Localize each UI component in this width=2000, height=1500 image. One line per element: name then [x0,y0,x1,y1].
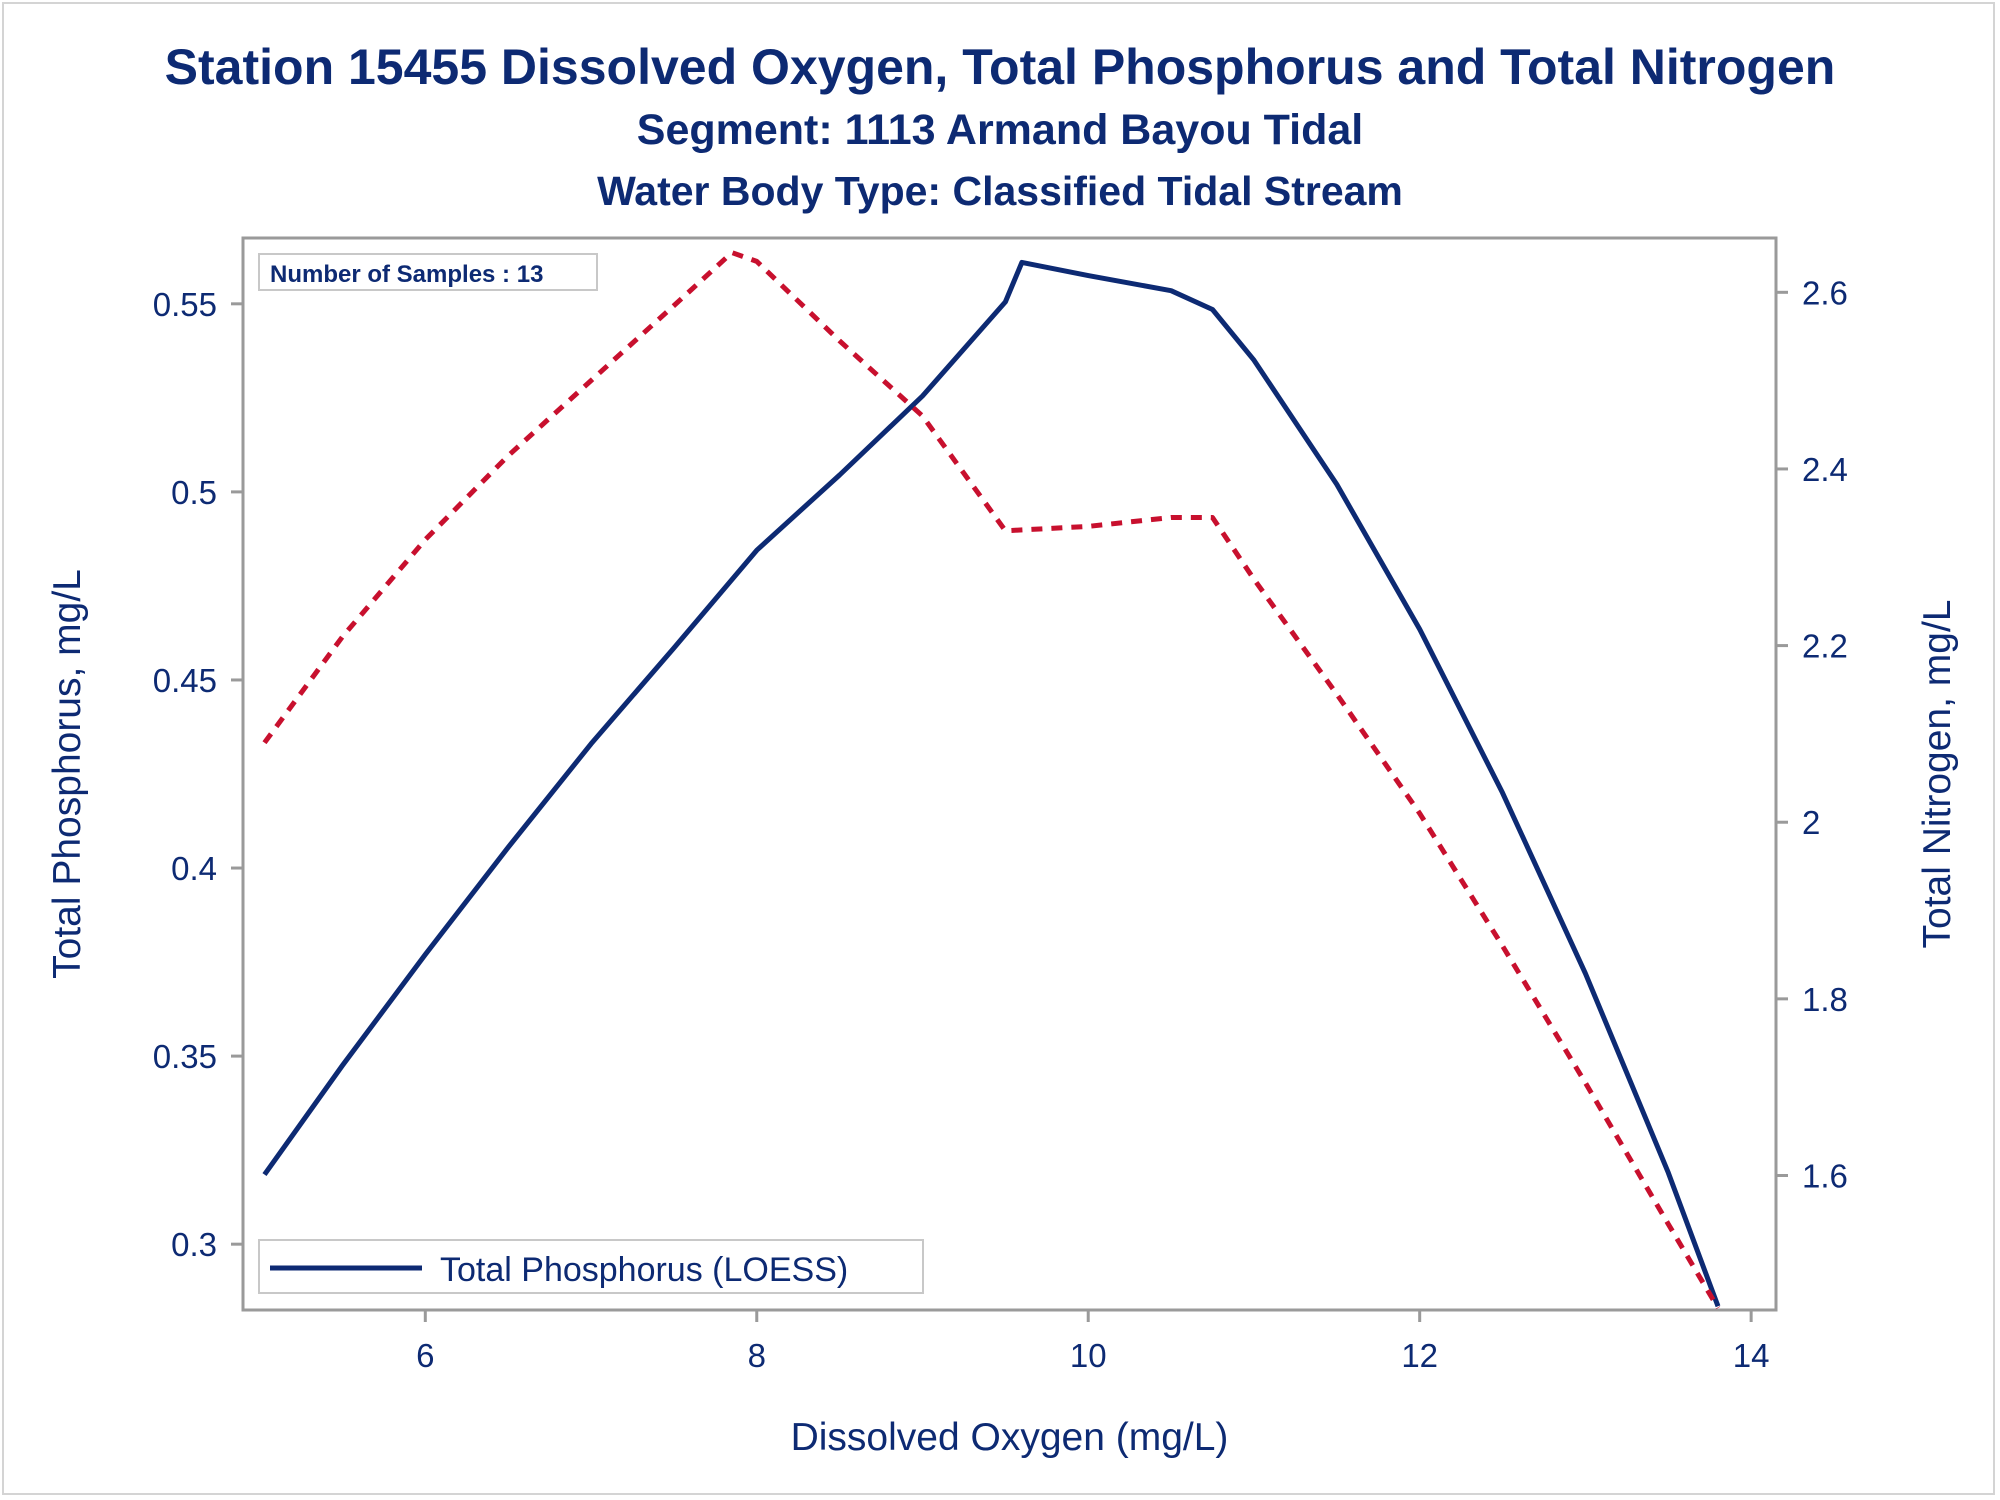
y-right-tick-label: 1.8 [1802,981,1848,1018]
y-right-tick-label: 2.4 [1802,451,1848,488]
x-axis-label: Dissolved Oxygen (mg/L) [791,1416,1229,1459]
y-right-tick-label: 2.2 [1802,628,1848,665]
y-right-axis-label: Total Nitrogen, mg/L [1916,599,1959,948]
y-left-tick-label: 0.5 [171,474,217,511]
legend-box [258,1239,924,1294]
samples-box [258,253,598,291]
x-tick-label: 6 [416,1337,434,1374]
x-tick-label: 14 [1733,1337,1770,1374]
chart-subtitle: Segment: 1113 Armand Bayou Tidal [636,106,1364,154]
samples-annotation: Number of Samples : 13 [270,261,543,288]
x-tick-label: 8 [748,1337,766,1374]
y-left-tick-label: 0.45 [153,662,217,699]
y-right-tick-label: 2 [1802,804,1820,841]
y-left-tick-label: 0.4 [171,850,217,887]
chart-subtitle-water-body: Water Body Type: Classified Tidal Stream [597,168,1403,214]
x-tick-label: 10 [1070,1337,1107,1374]
plot-area [241,236,1778,1312]
y-left-tick-label: 0.55 [153,286,217,323]
y-right-tick-label: 2.6 [1802,274,1848,311]
series-line-total-nitrogen [262,250,1721,1310]
y-left-tick-label: 0.35 [153,1038,217,1075]
y-right-tick-label: 1.6 [1802,1157,1848,1194]
chart-title: Station 15455 Dissolved Oxygen, Total Ph… [164,39,1836,95]
y-left-tick-label: 0.3 [171,1226,217,1263]
legend-label: Total Phosphorus (LOESS) [440,1251,848,1289]
series-line-total-phosphorus [262,259,1721,1308]
x-tick-label: 12 [1401,1337,1438,1374]
y-left-axis-label: Total Phosphorus, mg/L [46,569,89,979]
